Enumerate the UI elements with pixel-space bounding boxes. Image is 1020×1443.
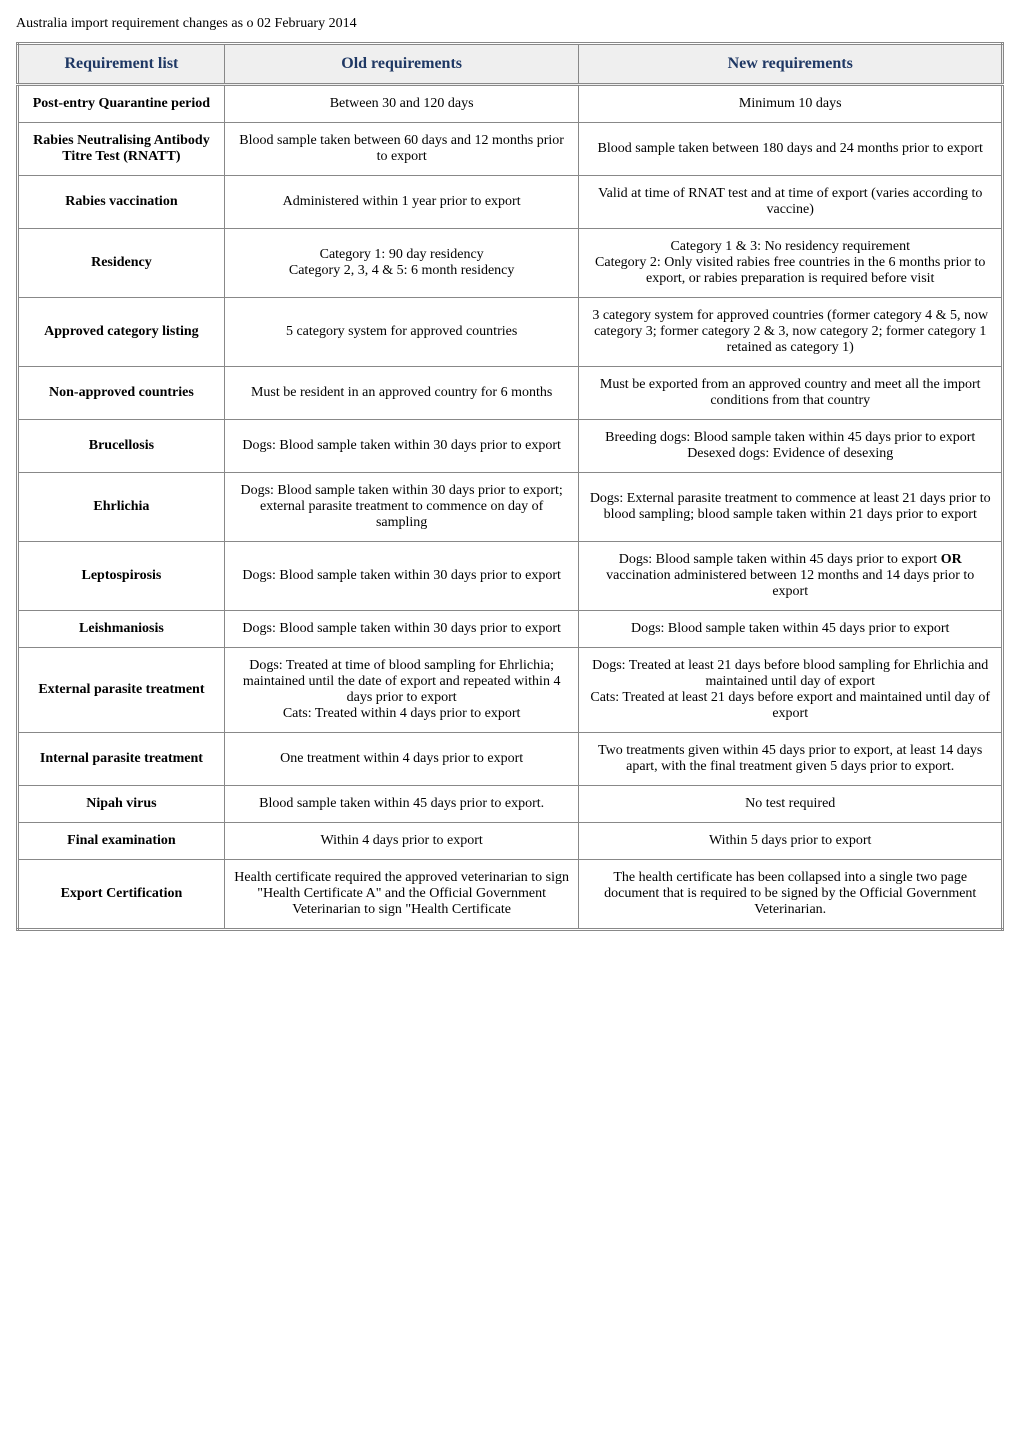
new-requirement-bold: OR — [941, 552, 962, 567]
old-requirement: 5 category system for approved countries — [224, 298, 579, 367]
table-row: Post-entry Quarantine period Between 30 … — [18, 85, 1003, 123]
new-requirement: The health certificate has been collapse… — [579, 860, 1003, 930]
table-row: Internal parasite treatment One treatmen… — [18, 733, 1003, 786]
new-requirement: Dogs: Blood sample taken within 45 days … — [579, 542, 1003, 611]
requirement-name: Export Certification — [18, 860, 225, 930]
requirement-name: Ehrlichia — [18, 473, 225, 542]
table-body: Post-entry Quarantine period Between 30 … — [18, 85, 1003, 930]
old-requirement: Dogs: Treated at time of blood sampling … — [224, 648, 579, 733]
requirement-name: Rabies vaccination — [18, 176, 225, 229]
old-requirement: Blood sample taken within 45 days prior … — [224, 786, 579, 823]
new-requirement: Dogs: Treated at least 21 days before bl… — [579, 648, 1003, 733]
requirement-name: Internal parasite treatment — [18, 733, 225, 786]
old-requirement: Must be resident in an approved country … — [224, 367, 579, 420]
old-requirement: Blood sample taken between 60 days and 1… — [224, 123, 579, 176]
new-requirement-post: vaccination administered between 12 mont… — [606, 568, 974, 599]
table-row: Final examination Within 4 days prior to… — [18, 823, 1003, 860]
page-title: Australia import requirement changes as … — [16, 16, 1004, 32]
requirement-name: Brucellosis — [18, 420, 225, 473]
requirement-name: Rabies Neutralising Antibody Titre Test … — [18, 123, 225, 176]
new-requirement: Breeding dogs: Blood sample taken within… — [579, 420, 1003, 473]
old-requirement: Health certificate required the approved… — [224, 860, 579, 930]
requirement-name: Nipah virus — [18, 786, 225, 823]
table-row: Ehrlichia Dogs: Blood sample taken withi… — [18, 473, 1003, 542]
new-requirement: Blood sample taken between 180 days and … — [579, 123, 1003, 176]
col-new-requirements: New requirements — [579, 44, 1003, 85]
table-header-row: Requirement list Old requirements New re… — [18, 44, 1003, 85]
new-requirement: 3 category system for approved countries… — [579, 298, 1003, 367]
old-requirement: Dogs: Blood sample taken within 30 days … — [224, 611, 579, 648]
table-row: Rabies vaccination Administered within 1… — [18, 176, 1003, 229]
requirement-name: Leptospirosis — [18, 542, 225, 611]
requirement-name: Non-approved countries — [18, 367, 225, 420]
table-row: Rabies Neutralising Antibody Titre Test … — [18, 123, 1003, 176]
table-row: Approved category listing 5 category sys… — [18, 298, 1003, 367]
requirement-name: Residency — [18, 229, 225, 298]
table-row: Non-approved countries Must be resident … — [18, 367, 1003, 420]
new-requirement: Category 1 & 3: No residency requirement… — [579, 229, 1003, 298]
table-row: Residency Category 1: 90 day residencyCa… — [18, 229, 1003, 298]
old-requirement: Category 1: 90 day residencyCategory 2, … — [224, 229, 579, 298]
old-requirement: Between 30 and 120 days — [224, 85, 579, 123]
table-row: Leishmaniosis Dogs: Blood sample taken w… — [18, 611, 1003, 648]
new-requirement: Dogs: External parasite treatment to com… — [579, 473, 1003, 542]
new-requirement-pre: Dogs: Blood sample taken within 45 days … — [619, 552, 941, 567]
new-requirement: Must be exported from an approved countr… — [579, 367, 1003, 420]
new-requirement: Valid at time of RNAT test and at time o… — [579, 176, 1003, 229]
new-requirement: Two treatments given within 45 days prio… — [579, 733, 1003, 786]
new-requirement: Minimum 10 days — [579, 85, 1003, 123]
col-requirement-list: Requirement list — [18, 44, 225, 85]
old-requirement: Administered within 1 year prior to expo… — [224, 176, 579, 229]
requirement-name: Leishmaniosis — [18, 611, 225, 648]
old-requirement: Dogs: Blood sample taken within 30 days … — [224, 473, 579, 542]
old-requirement: One treatment within 4 days prior to exp… — [224, 733, 579, 786]
requirement-name: Post-entry Quarantine period — [18, 85, 225, 123]
requirement-name: External parasite treatment — [18, 648, 225, 733]
requirements-table: Requirement list Old requirements New re… — [16, 42, 1004, 931]
old-requirement: Within 4 days prior to export — [224, 823, 579, 860]
table-row: External parasite treatment Dogs: Treate… — [18, 648, 1003, 733]
table-row: Nipah virus Blood sample taken within 45… — [18, 786, 1003, 823]
col-old-requirements: Old requirements — [224, 44, 579, 85]
new-requirement: No test required — [579, 786, 1003, 823]
old-requirement: Dogs: Blood sample taken within 30 days … — [224, 542, 579, 611]
table-row: Brucellosis Dogs: Blood sample taken wit… — [18, 420, 1003, 473]
requirement-name: Approved category listing — [18, 298, 225, 367]
table-row: Export Certification Health certificate … — [18, 860, 1003, 930]
table-row: Leptospirosis Dogs: Blood sample taken w… — [18, 542, 1003, 611]
new-requirement: Within 5 days prior to export — [579, 823, 1003, 860]
old-requirement: Dogs: Blood sample taken within 30 days … — [224, 420, 579, 473]
requirement-name: Final examination — [18, 823, 225, 860]
new-requirement: Dogs: Blood sample taken within 45 days … — [579, 611, 1003, 648]
